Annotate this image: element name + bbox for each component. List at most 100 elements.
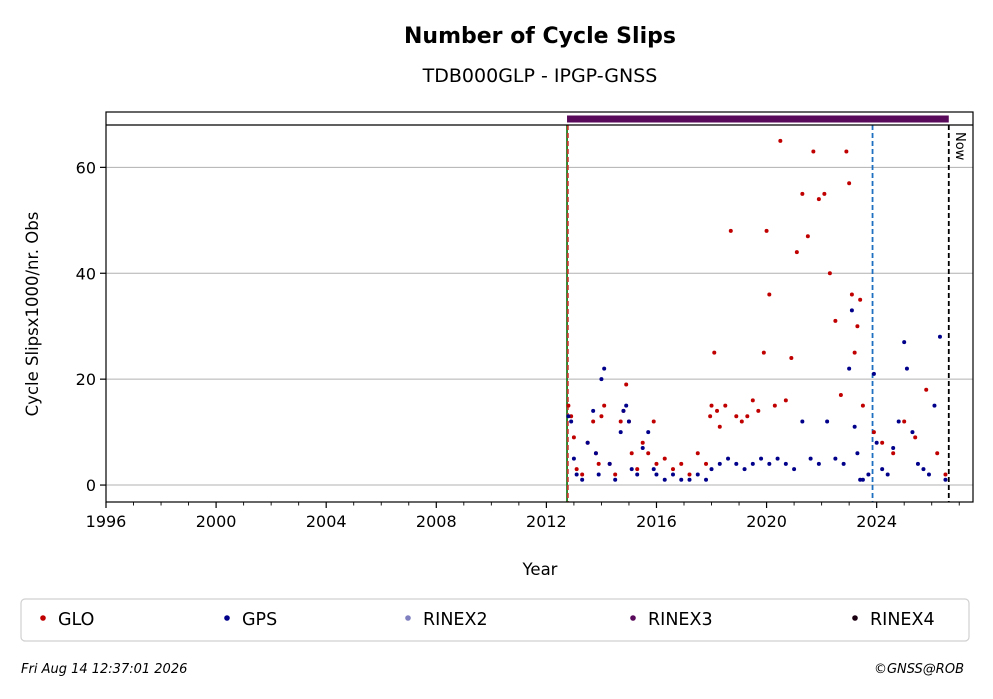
data-point-glo [827, 271, 832, 276]
data-point-glo [734, 414, 739, 419]
x-tick-label: 2020 [746, 512, 787, 531]
data-point-gps [726, 456, 731, 461]
data-point-glo [574, 467, 579, 472]
data-point-glo [789, 355, 794, 360]
data-point-gps [847, 366, 852, 371]
legend-label: GPS [242, 610, 277, 630]
data-point-gps [932, 403, 937, 408]
data-point-glo [860, 403, 865, 408]
data-point-glo [599, 414, 604, 419]
data-point-gps [825, 419, 830, 424]
x-tick-label: 1996 [86, 512, 127, 531]
legend-label: RINEX3 [648, 610, 713, 630]
data-point-glo [708, 414, 713, 419]
data-point-glo [822, 191, 827, 196]
data-point-gps [569, 419, 574, 424]
chart-subtitle: TDB000GLP - IPGP-GNSS [422, 65, 658, 87]
data-point-glo [913, 435, 918, 440]
data-point-gps [943, 477, 948, 482]
data-point-glo [924, 387, 929, 392]
data-point-glo [704, 461, 709, 466]
data-point-gps [687, 477, 692, 482]
data-point-glo [778, 138, 783, 143]
data-point-gps [775, 456, 780, 461]
data-point-gps [792, 467, 797, 472]
data-point-gps [626, 419, 631, 424]
plot-frame [105, 111, 974, 503]
data-point-glo [891, 451, 896, 456]
data-point-glo [629, 451, 634, 456]
legend-marker [224, 615, 230, 621]
data-point-gps [596, 472, 601, 477]
data-point-gps [599, 377, 604, 382]
data-point-gps [891, 445, 896, 450]
data-point-glo [902, 419, 907, 424]
data-point-glo [764, 228, 769, 233]
data-point-gps [651, 467, 656, 472]
data-point-gps [841, 461, 846, 466]
data-point-glo [640, 440, 645, 445]
data-point-glo [767, 292, 772, 297]
data-point-glo [844, 149, 849, 154]
data-point-gps [709, 467, 714, 472]
y-tick-label: 40 [76, 264, 96, 283]
y-axis-label: Cycle Slipsx1000/nr. Obs [23, 212, 42, 417]
data-point-gps [759, 456, 764, 461]
data-point-gps [635, 472, 640, 477]
data-point-glo [852, 350, 857, 355]
legend-marker [852, 615, 858, 621]
data-point-glo [646, 451, 651, 456]
data-point-gps [646, 430, 651, 435]
data-point-glo [855, 324, 860, 329]
footer-credit: ©GNSS@ROB [874, 662, 964, 677]
data-point-gps [904, 366, 909, 371]
data-point-glo [838, 393, 843, 398]
data-point-glo [723, 403, 728, 408]
data-point-gps [896, 419, 901, 424]
data-point-gps [717, 461, 722, 466]
data-point-glo [880, 440, 885, 445]
legend-marker [630, 615, 636, 621]
y-tick-label: 0 [86, 476, 96, 495]
x-axis-label: Year [522, 560, 558, 579]
data-point-gps [734, 461, 739, 466]
data-point-gps [607, 461, 612, 466]
data-point-glo [943, 472, 948, 477]
data-point-glo [858, 297, 863, 302]
data-point-gps [670, 472, 675, 477]
data-point-gps [808, 456, 813, 461]
data-point-glo [580, 472, 585, 477]
rinex-bars [567, 115, 949, 123]
x-tick-label: 2008 [416, 512, 457, 531]
data-point-glo [624, 382, 629, 387]
y-tick-label: 60 [76, 158, 96, 177]
data-point-gps [858, 477, 863, 482]
grid-lines [106, 166, 973, 486]
data-point-gps [618, 430, 623, 435]
data-point-glo [602, 403, 607, 408]
data-point-glo [687, 472, 692, 477]
data-point-gps [910, 430, 915, 435]
legend-marker [405, 615, 411, 621]
data-point-gps [602, 366, 607, 371]
y-axis-ticks: 0 20 40 60 [76, 158, 106, 495]
data-point-glo [695, 451, 700, 456]
data-point-gps [833, 456, 838, 461]
data-point-glo [750, 398, 755, 403]
data-point-glo [596, 461, 601, 466]
data-point-glo [756, 408, 761, 413]
data-point-glo [571, 435, 576, 440]
data-point-glo [871, 430, 876, 435]
data-point-glo [847, 181, 852, 186]
data-point-gps [640, 445, 645, 450]
y-tick-label: 20 [76, 370, 96, 389]
data-point-glo [654, 461, 659, 466]
data-point-glo [618, 419, 623, 424]
legend-label: RINEX2 [423, 610, 488, 630]
data-point-gps [742, 467, 747, 472]
now-label: Now [952, 132, 967, 161]
data-point-gps [624, 403, 629, 408]
x-tick-label: 2012 [526, 512, 567, 531]
data-point-glo [935, 451, 940, 456]
